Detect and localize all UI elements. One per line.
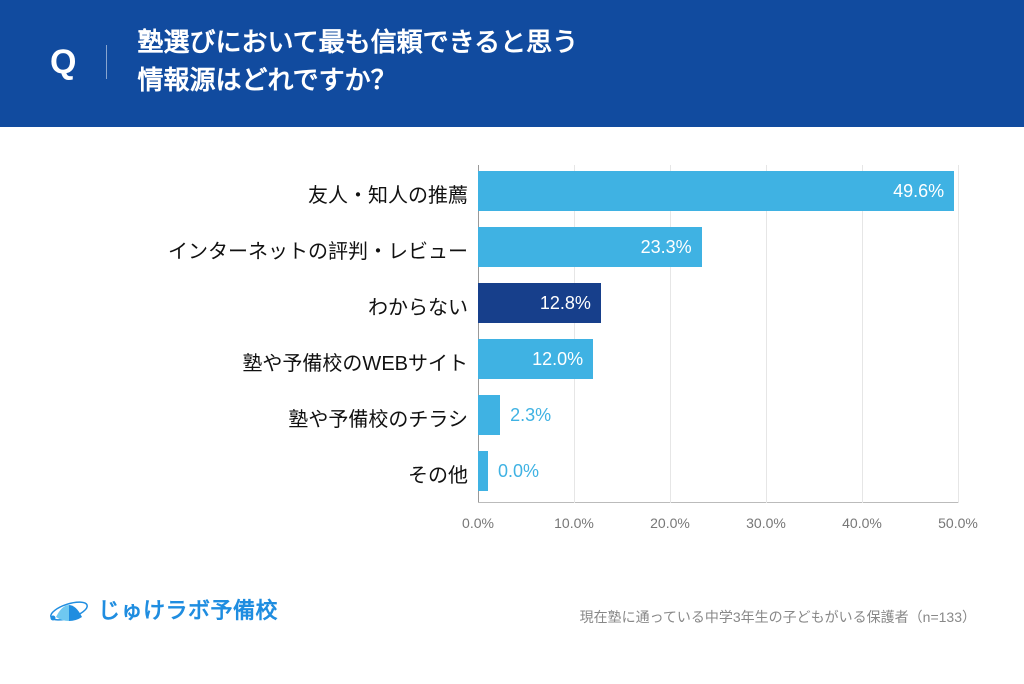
bar-row: 23.3% — [478, 227, 702, 267]
x-tick-label: 20.0% — [650, 515, 690, 531]
card-footer: じゅけラボ予備校 現在塾に通っている中学3年生の子どもがいる保護者（n=133） — [48, 591, 976, 627]
bar-row: 0.0% — [478, 451, 539, 491]
brand-logo: じゅけラボ予備校 — [48, 591, 278, 627]
x-axis-line — [478, 502, 958, 503]
row-label: インターネットの評判・レビュー — [38, 235, 468, 264]
sample-note: 現在塾に通っている中学3年生の子どもがいる保護者（n=133） — [580, 607, 976, 627]
bar-row: 12.0% — [478, 339, 593, 379]
grid-line — [862, 165, 863, 503]
row-label: 塾や予備校のWEBサイト — [38, 347, 468, 376]
question-title: 塾選びにおいて最も信頼できると思う 情報源はどれですか？ — [137, 24, 578, 99]
bar-value: 12.8% — [540, 293, 591, 314]
title-line-2: 情報源はどれですか？ — [137, 65, 396, 95]
grid-line — [766, 165, 767, 503]
plot-area: 0.0%10.0%20.0%30.0%40.0%50.0%友人・知人の推薦49.… — [478, 165, 958, 535]
bar-value: 2.3% — [510, 405, 551, 426]
grid-line — [574, 165, 575, 503]
bar: 23.3% — [478, 227, 702, 267]
row-label: 友人・知人の推薦 — [38, 179, 468, 208]
bar-chart: 0.0%10.0%20.0%30.0%40.0%50.0%友人・知人の推薦49.… — [48, 155, 968, 585]
question-header: Q 塾選びにおいて最も信頼できると思う 情報源はどれですか？ — [0, 0, 1024, 127]
bar-value: 23.3% — [641, 237, 692, 258]
grid-line — [958, 165, 959, 503]
title-line-1: 塾選びにおいて最も信頼できると思う — [137, 27, 578, 57]
row-label: その他 — [38, 459, 468, 488]
row-label: 塾や予備校のチラシ — [38, 403, 468, 432]
x-tick-label: 50.0% — [938, 515, 978, 531]
bar: 12.0% — [478, 339, 593, 379]
chart-card: 0.0% 10.0% 20.0% 30.0% 40.0% 50.0% 友人・知人の推薦 49.… — [18, 127, 1006, 647]
row-label: わからない — [38, 291, 468, 320]
bar: 49.6% — [478, 171, 954, 211]
q-mark: Q — [50, 45, 107, 79]
x-tick-label: 30.0% — [746, 515, 786, 531]
bar-row: 49.6% — [478, 171, 954, 211]
bar-value: 0.0% — [498, 461, 539, 482]
bar — [478, 395, 500, 435]
grid-line — [670, 165, 671, 503]
bar: 12.8% — [478, 283, 601, 323]
x-tick-label: 40.0% — [842, 515, 882, 531]
bar — [478, 451, 488, 491]
bar-value: 49.6% — [893, 181, 944, 202]
bar-row: 2.3% — [478, 395, 551, 435]
bar-value: 12.0% — [532, 349, 583, 370]
book-icon — [48, 591, 90, 627]
x-tick-label: 10.0% — [554, 515, 594, 531]
x-tick-label: 0.0% — [462, 515, 494, 531]
brand-name: じゅけラボ予備校 — [98, 593, 278, 625]
bar-row: 12.8% — [478, 283, 601, 323]
